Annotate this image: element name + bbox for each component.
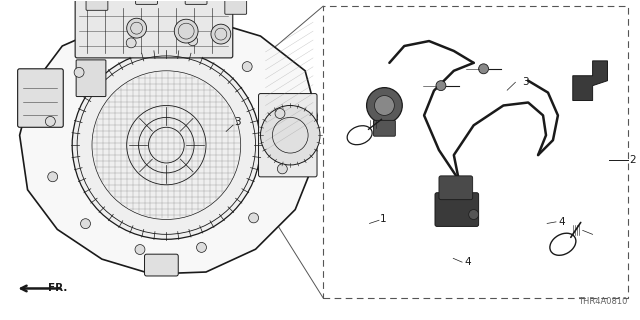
Text: 2: 2 [630, 155, 636, 165]
Bar [323, 6, 628, 298]
Text: 4: 4 [559, 217, 565, 227]
Circle shape [72, 51, 260, 239]
FancyBboxPatch shape [185, 0, 207, 4]
Text: 3: 3 [234, 117, 241, 127]
Circle shape [127, 18, 147, 38]
Text: 3: 3 [522, 77, 529, 87]
Circle shape [242, 62, 252, 72]
Text: THR4A0810: THR4A0810 [579, 297, 628, 306]
Circle shape [249, 213, 259, 223]
Text: 4: 4 [465, 257, 471, 267]
FancyBboxPatch shape [435, 193, 479, 227]
Polygon shape [20, 18, 317, 274]
FancyBboxPatch shape [136, 0, 157, 4]
Circle shape [135, 244, 145, 254]
FancyBboxPatch shape [259, 93, 317, 177]
Circle shape [81, 219, 90, 228]
Polygon shape [573, 61, 607, 100]
Circle shape [45, 116, 55, 126]
Circle shape [367, 88, 403, 123]
Text: 1: 1 [380, 214, 387, 224]
Circle shape [374, 96, 394, 116]
Circle shape [275, 108, 285, 118]
Circle shape [174, 19, 198, 43]
Circle shape [479, 64, 488, 74]
Circle shape [126, 38, 136, 48]
Circle shape [260, 106, 320, 165]
FancyBboxPatch shape [86, 0, 108, 10]
Circle shape [74, 68, 84, 77]
Circle shape [188, 36, 198, 46]
FancyBboxPatch shape [18, 69, 63, 127]
Circle shape [277, 164, 287, 174]
Circle shape [468, 210, 479, 220]
FancyBboxPatch shape [76, 60, 106, 97]
Circle shape [48, 172, 58, 182]
FancyBboxPatch shape [374, 120, 396, 136]
Circle shape [436, 81, 446, 91]
Circle shape [196, 243, 207, 252]
FancyBboxPatch shape [225, 0, 246, 14]
FancyBboxPatch shape [145, 254, 179, 276]
FancyBboxPatch shape [439, 176, 473, 200]
Text: FR.: FR. [49, 284, 68, 293]
Circle shape [211, 24, 231, 44]
FancyBboxPatch shape [75, 0, 233, 58]
